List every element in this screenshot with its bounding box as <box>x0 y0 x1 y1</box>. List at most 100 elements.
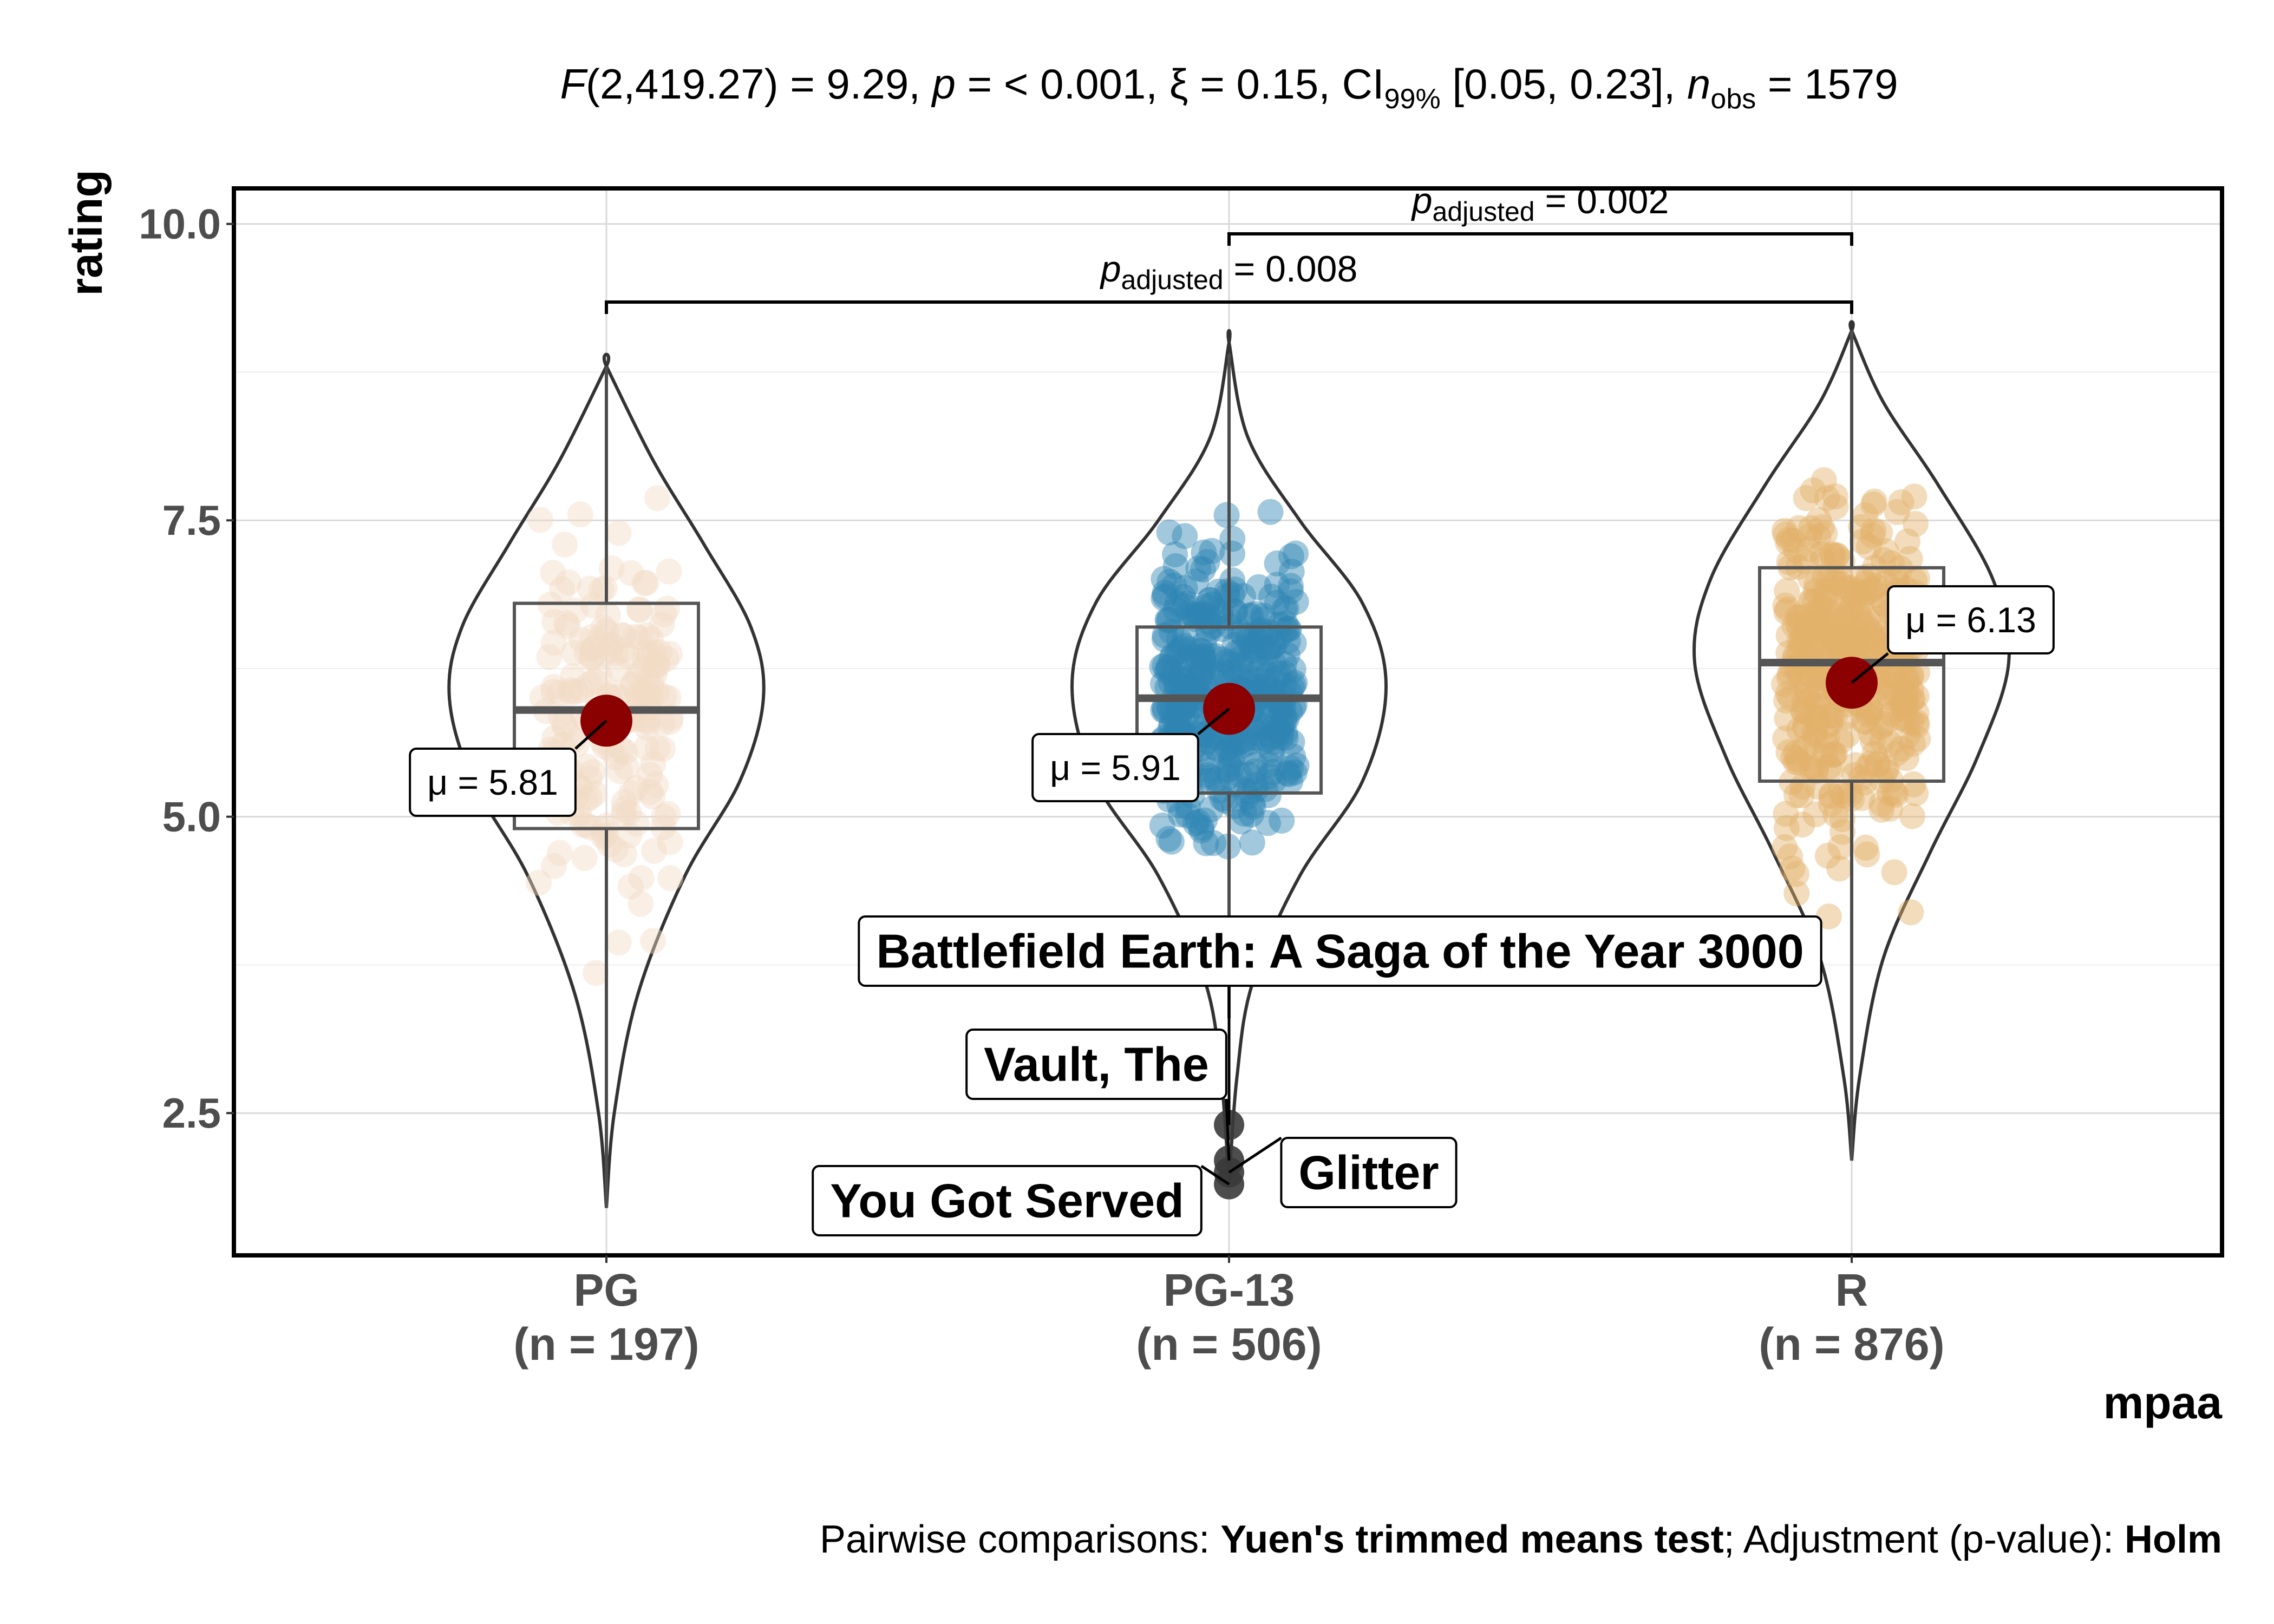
data-point <box>616 800 642 826</box>
outlier-label-box <box>965 1029 1227 1100</box>
data-point <box>1214 578 1240 605</box>
data-point <box>1220 771 1247 798</box>
data-point <box>1819 541 1846 568</box>
data-point <box>581 781 608 807</box>
data-point <box>1824 631 1850 657</box>
data-point <box>593 618 619 645</box>
data-point <box>1261 632 1288 658</box>
violin-r <box>1692 320 2011 1161</box>
data-point <box>1804 598 1831 625</box>
data-point <box>1246 656 1272 683</box>
data-point <box>1848 514 1874 540</box>
data-point <box>1865 751 1891 777</box>
data-point <box>1828 634 1854 660</box>
data-point <box>1195 729 1221 755</box>
data-point <box>1152 583 1178 610</box>
data-point <box>1775 529 1801 556</box>
data-point <box>633 735 659 761</box>
data-point <box>1256 751 1283 778</box>
data-point <box>1255 636 1282 662</box>
data-point <box>540 678 567 705</box>
data-point <box>1189 643 1216 669</box>
data-point <box>1820 619 1846 646</box>
data-point <box>1173 645 1200 672</box>
data-point <box>651 683 677 710</box>
data-point <box>1150 671 1177 697</box>
data-point <box>1272 611 1299 637</box>
outlier-label-box <box>812 1165 1203 1236</box>
data-point <box>1195 764 1222 790</box>
data-point <box>1230 732 1256 758</box>
data-point <box>1269 712 1295 739</box>
x-tick-n-label: (n = 197) <box>513 1319 699 1370</box>
data-point <box>626 597 653 623</box>
data-point <box>1271 704 1297 731</box>
data-point <box>1183 568 1210 595</box>
outlier-label: You Got Served <box>812 1165 1203 1236</box>
data-point <box>1151 626 1178 652</box>
data-point <box>1789 626 1816 653</box>
data-point <box>1247 618 1273 645</box>
data-point <box>638 671 665 698</box>
data-point <box>1832 612 1858 639</box>
data-point <box>1256 634 1282 661</box>
data-point <box>631 569 658 596</box>
data-point <box>1848 565 1875 591</box>
data-point <box>1858 720 1884 746</box>
data-point <box>1282 759 1308 785</box>
outlier-label-connector <box>1228 1136 1282 1174</box>
data-point <box>1858 750 1884 777</box>
data-point <box>1174 802 1201 829</box>
data-point <box>1814 842 1841 869</box>
data-point <box>577 765 603 791</box>
data-point <box>1854 841 1880 868</box>
data-point <box>1798 753 1825 780</box>
data-point <box>1852 502 1879 528</box>
data-point <box>1283 588 1309 615</box>
data-point <box>1277 578 1304 605</box>
data-point <box>1243 776 1269 803</box>
data-point <box>1897 664 1924 690</box>
data-point <box>590 817 617 844</box>
data-point <box>1792 629 1818 655</box>
data-point <box>1219 567 1246 593</box>
data-point <box>1236 603 1262 630</box>
data-point <box>640 751 666 777</box>
data-point <box>1891 692 1917 719</box>
caption-middle: ; Adjustment (p-value): <box>1724 1518 2125 1561</box>
mean-label-r: μ = 6.13 <box>1887 585 2055 654</box>
data-point <box>1824 543 1850 569</box>
data-point <box>1903 699 1930 726</box>
data-point <box>1851 581 1877 608</box>
data-point <box>1832 605 1859 631</box>
data-point <box>1842 630 1868 656</box>
data-point <box>650 736 676 762</box>
data-point <box>1197 587 1223 613</box>
data-point <box>1260 768 1286 795</box>
data-point <box>591 575 618 601</box>
data-point <box>1889 736 1915 762</box>
data-point <box>1838 597 1864 623</box>
data-point <box>1845 620 1872 646</box>
data-point <box>1185 809 1211 835</box>
data-point <box>1235 761 1262 788</box>
data-point <box>611 841 637 868</box>
data-point <box>1903 510 1929 537</box>
data-point <box>1819 742 1846 768</box>
data-point <box>1204 766 1230 793</box>
violin-pg-13 <box>1070 329 1388 1184</box>
data-point <box>1178 663 1204 690</box>
data-point <box>1899 686 1926 712</box>
data-point <box>1791 698 1816 725</box>
data-point <box>1776 664 1802 690</box>
data-point <box>1872 711 1898 737</box>
data-point <box>1239 637 1265 664</box>
data-point <box>1802 578 1829 605</box>
data-point <box>568 627 595 653</box>
data-point <box>579 644 605 670</box>
data-point <box>1181 603 1207 629</box>
data-point <box>628 865 655 892</box>
data-point <box>1872 758 1899 784</box>
data-point <box>579 636 606 663</box>
